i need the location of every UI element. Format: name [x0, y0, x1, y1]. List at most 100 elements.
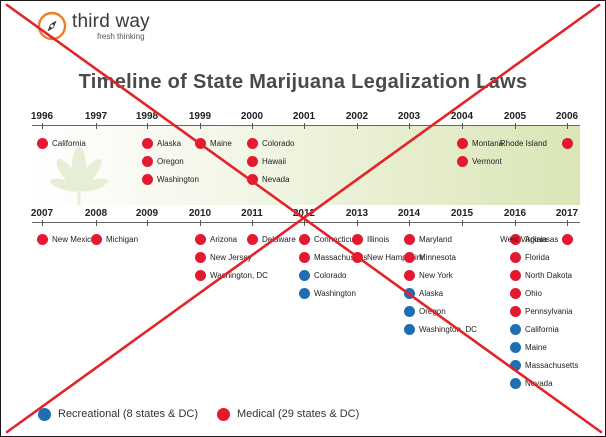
- year-label-2003: 2003: [397, 111, 421, 122]
- year-tick-2017: [567, 220, 568, 226]
- state-name: Washington, DC: [210, 271, 268, 280]
- year-tick-2004: [462, 123, 463, 129]
- medical-marker: [142, 174, 153, 185]
- medical-marker: [195, 234, 206, 245]
- state-name: California: [52, 139, 86, 148]
- state-name: Colorado: [262, 139, 295, 148]
- medical-marker: [352, 234, 363, 245]
- state-name: Washington: [157, 175, 199, 184]
- state-name: Washington, DC: [419, 325, 477, 334]
- state-name: Rhode Island: [499, 139, 547, 148]
- medical-marker: [247, 138, 258, 149]
- state-name: West Virginia: [500, 235, 547, 244]
- medical-marker: [195, 252, 206, 263]
- year-tick-2002: [357, 123, 358, 129]
- legend-medical-label: Medical (29 states & DC): [237, 408, 360, 420]
- year-label-1999: 1999: [188, 111, 212, 122]
- year-label-2017: 2017: [555, 208, 579, 219]
- medical-marker: [195, 270, 206, 281]
- medical-marker: [510, 288, 521, 299]
- state-name: New York: [419, 271, 453, 280]
- medical-marker: [142, 156, 153, 167]
- state-name: Minnesota: [419, 253, 456, 262]
- medical-marker: [562, 138, 573, 149]
- year-label-2008: 2008: [84, 208, 108, 219]
- state-name: California: [525, 325, 559, 334]
- state-name: Montana: [472, 139, 504, 148]
- brand-tagline: fresh thinking: [97, 32, 145, 41]
- state-name: Washington: [314, 289, 356, 298]
- year-label-2013: 2013: [345, 208, 369, 219]
- medical-marker: [562, 234, 573, 245]
- year-tick-1998: [147, 123, 148, 129]
- legend-medical-swatch: [217, 408, 230, 421]
- year-tick-2005: [515, 123, 516, 129]
- medical-marker: [404, 234, 415, 245]
- state-name: Florida: [525, 253, 550, 262]
- recreational-marker: [510, 378, 521, 389]
- state-name: Ohio: [525, 289, 542, 298]
- year-tick-2016: [515, 220, 516, 226]
- medical-marker: [247, 174, 258, 185]
- year-label-2000: 2000: [240, 111, 264, 122]
- state-name: Nevada: [525, 379, 553, 388]
- recreational-marker: [404, 324, 415, 335]
- state-name: Arizona: [210, 235, 238, 244]
- state-name: Nevada: [262, 175, 290, 184]
- year-label-1998: 1998: [135, 111, 159, 122]
- year-tick-2000: [252, 123, 253, 129]
- medical-marker: [510, 252, 521, 263]
- recreational-marker: [299, 288, 310, 299]
- medical-marker: [352, 252, 363, 263]
- medical-marker: [510, 270, 521, 281]
- year-label-2005: 2005: [503, 111, 527, 122]
- medical-marker: [299, 234, 310, 245]
- state-name: Colorado: [314, 271, 347, 280]
- medical-marker: [142, 138, 153, 149]
- legend-recreational-label: Recreational (8 states & DC): [58, 408, 198, 420]
- recreational-marker: [510, 360, 521, 371]
- year-label-2011: 2011: [241, 208, 263, 219]
- year-label-2007: 2007: [30, 208, 54, 219]
- state-name: New Hampshire: [367, 253, 424, 262]
- year-label-2016: 2016: [503, 208, 527, 219]
- state-name: Delaware: [262, 235, 296, 244]
- medical-marker: [299, 252, 310, 263]
- state-name: New Jersey: [210, 253, 252, 262]
- year-tick-2011: [252, 220, 253, 226]
- medical-marker: [247, 156, 258, 167]
- recreational-marker: [299, 270, 310, 281]
- medical-marker: [37, 234, 48, 245]
- state-name: Massachusetts: [525, 361, 579, 370]
- cannabis-leaf-icon: [50, 147, 108, 205]
- year-label-2012: 2012: [292, 208, 316, 219]
- recreational-marker: [404, 306, 415, 317]
- year-tick-2003: [409, 123, 410, 129]
- year-label-2015: 2015: [450, 208, 474, 219]
- year-label-2001: 2001: [292, 111, 316, 122]
- medical-marker: [404, 270, 415, 281]
- brand-name: third way: [72, 11, 150, 32]
- year-tick-2008: [96, 220, 97, 226]
- year-tick-2013: [357, 220, 358, 226]
- state-name: New Mexico: [52, 235, 96, 244]
- year-tick-2014: [409, 220, 410, 226]
- year-tick-1999: [200, 123, 201, 129]
- state-name: Hawaii: [262, 157, 287, 166]
- medical-marker: [247, 234, 258, 245]
- medical-marker: [404, 252, 415, 263]
- medical-marker: [457, 138, 468, 149]
- year-label-2002: 2002: [345, 111, 369, 122]
- medical-marker: [510, 306, 521, 317]
- bottom-row-axis: [32, 222, 580, 223]
- recreational-marker: [510, 342, 521, 353]
- year-tick-2001: [304, 123, 305, 129]
- year-tick-2006: [567, 123, 568, 129]
- year-label-1997: 1997: [84, 111, 108, 122]
- year-label-2009: 2009: [135, 208, 159, 219]
- state-name: Alaska: [157, 139, 182, 148]
- medical-marker: [91, 234, 102, 245]
- state-name: Oregon: [157, 157, 184, 166]
- state-name: North Dakota: [525, 271, 573, 280]
